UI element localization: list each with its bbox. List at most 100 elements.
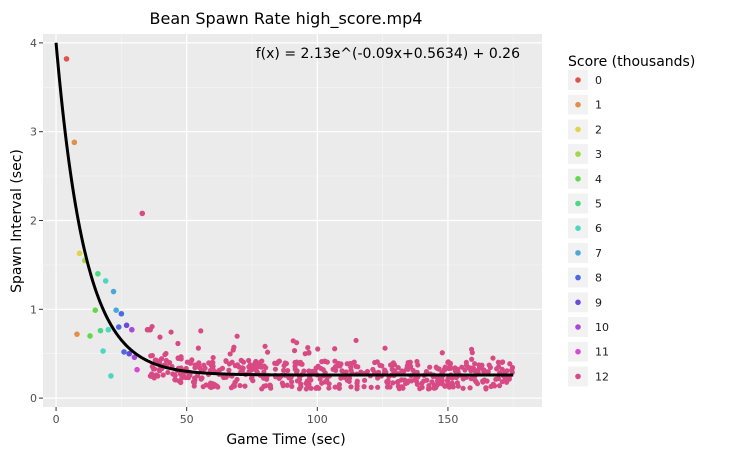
legend-label: 1 [595, 99, 602, 112]
data-point [236, 364, 242, 370]
data-point [421, 378, 427, 384]
data-point [252, 360, 258, 366]
data-point [479, 362, 485, 368]
data-point [441, 366, 448, 372]
y-axis-title: Spawn Interval (sec) [9, 149, 25, 293]
data-point [332, 364, 339, 370]
data-point [163, 357, 169, 364]
data-point [210, 381, 216, 387]
data-point [315, 363, 321, 369]
data-point [110, 288, 117, 295]
data-point [230, 347, 236, 353]
data-point [192, 362, 198, 368]
data-point [290, 338, 296, 344]
data-point [423, 368, 430, 375]
data-point [439, 350, 445, 356]
data-point [425, 386, 432, 392]
data-point [398, 377, 405, 383]
data-point [305, 345, 311, 351]
data-point [198, 328, 204, 334]
data-point [450, 384, 456, 390]
data-point [263, 365, 269, 371]
legend-swatch [575, 126, 581, 133]
data-point [156, 368, 163, 374]
fit-equation-annotation: f(x) = 2.13e^(-0.09x+0.5634) + 0.26 [256, 46, 520, 62]
legend-label: 4 [595, 173, 602, 186]
data-point [483, 385, 489, 391]
legend-label: 8 [595, 272, 602, 285]
data-point [108, 373, 114, 379]
data-point [414, 358, 420, 365]
data-point [305, 379, 311, 385]
data-point [408, 364, 414, 370]
data-point [267, 382, 273, 388]
data-point [285, 367, 291, 374]
data-point [436, 366, 442, 372]
data-point [105, 326, 112, 333]
legend-swatch [575, 373, 581, 380]
data-point [242, 383, 248, 389]
data-point [95, 270, 101, 277]
data-point [447, 360, 454, 367]
data-point [446, 364, 452, 371]
data-point [395, 383, 401, 389]
data-point [253, 367, 259, 373]
data-point [326, 385, 332, 391]
data-point [442, 383, 448, 389]
data-point [467, 385, 473, 391]
data-point [507, 361, 513, 367]
data-point [449, 375, 456, 381]
data-point [115, 324, 122, 330]
plot-area: 0 50 100 150 0 1 2 3 4 f(x) = 2.13e^(-0.09x+0.563… [30, 34, 542, 426]
data-point [319, 380, 325, 386]
data-point [390, 380, 396, 386]
data-point [490, 381, 496, 387]
data-point [165, 369, 171, 376]
legend-swatch [575, 176, 581, 182]
data-point [383, 369, 389, 375]
data-point [289, 379, 295, 385]
data-point [262, 343, 268, 349]
data-point [375, 384, 381, 390]
data-point [485, 369, 491, 375]
data-point [474, 381, 481, 387]
data-point [394, 379, 400, 385]
data-point [431, 385, 437, 391]
data-point [272, 360, 278, 366]
data-point [332, 346, 338, 352]
data-point [353, 363, 359, 370]
x-tick-label: 150 [437, 413, 458, 426]
data-point [272, 366, 279, 372]
data-point [223, 358, 229, 365]
data-point [384, 384, 391, 390]
data-point [452, 365, 458, 371]
data-point [237, 382, 243, 389]
legend-swatch [575, 274, 581, 281]
data-point [198, 376, 204, 382]
data-point [183, 374, 189, 381]
legend-swatch [575, 77, 581, 83]
data-point [332, 358, 338, 364]
data-point [121, 349, 127, 355]
legend-swatch [575, 299, 581, 306]
fit-curve-line [54, 42, 514, 377]
data-point [118, 310, 125, 317]
data-point [437, 375, 444, 381]
data-point [384, 380, 391, 386]
data-point [294, 378, 301, 384]
data-point [71, 139, 78, 146]
data-point [172, 372, 178, 378]
data-point [176, 378, 182, 384]
data-point [234, 333, 240, 339]
data-point [374, 359, 380, 365]
data-point [354, 386, 360, 392]
data-point [261, 369, 267, 375]
data-point [157, 334, 163, 340]
data-point [305, 383, 311, 389]
data-point [113, 307, 119, 313]
data-point [404, 366, 410, 372]
x-tick-label: 50 [180, 413, 194, 426]
data-point [210, 363, 216, 369]
data-point [281, 367, 287, 373]
